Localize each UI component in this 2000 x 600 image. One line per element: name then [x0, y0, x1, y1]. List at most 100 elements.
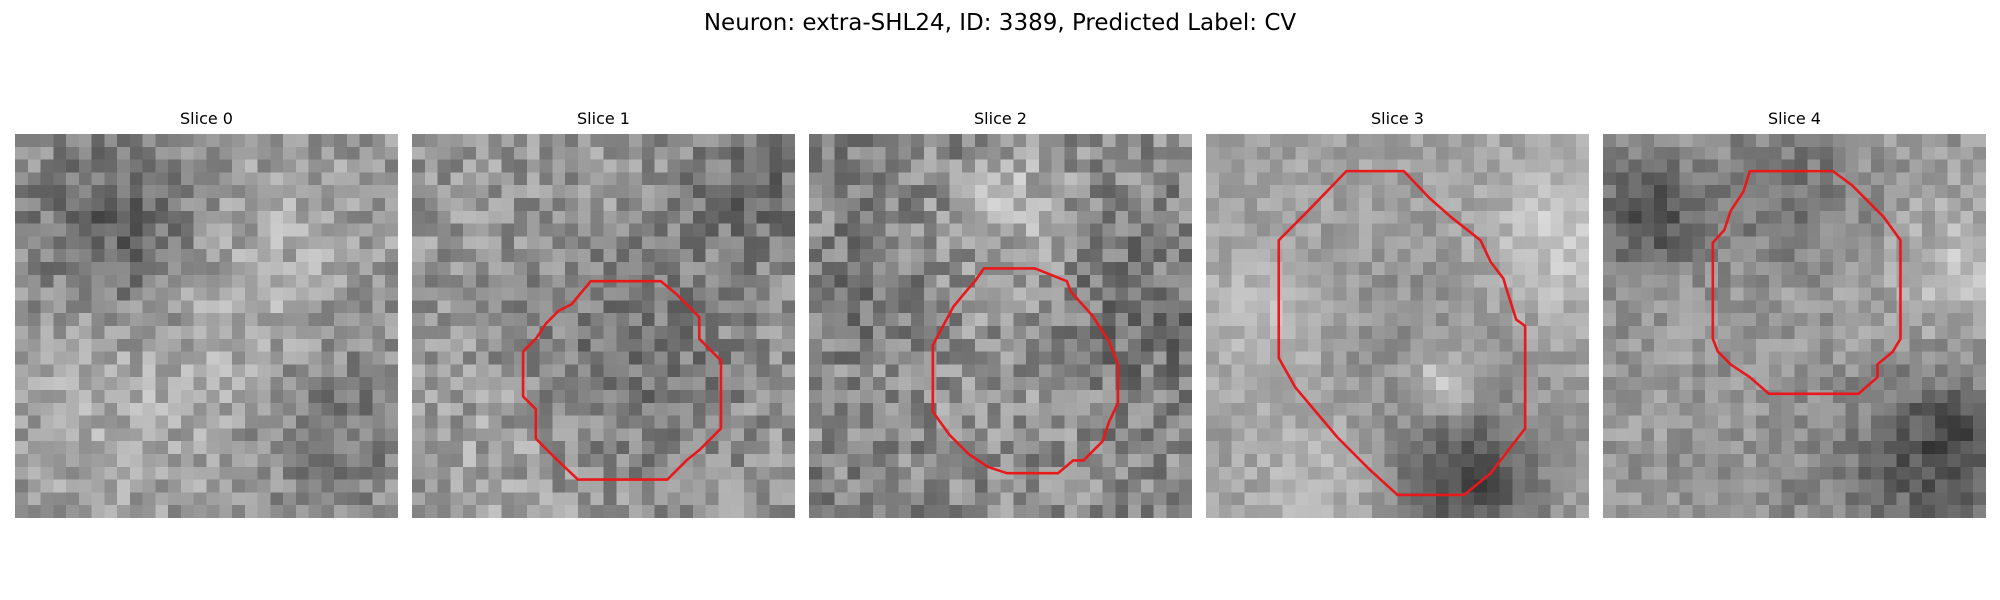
image-pixel — [1896, 402, 1910, 416]
image-pixel — [168, 236, 182, 250]
image-pixel — [1550, 402, 1564, 416]
image-pixel — [257, 249, 271, 263]
image-pixel — [809, 492, 823, 506]
image-pixel — [1654, 300, 1668, 314]
image-pixel — [488, 415, 502, 429]
image-pixel — [1102, 505, 1116, 518]
image-pixel — [1153, 479, 1167, 493]
image-pixel — [412, 390, 426, 404]
image-pixel — [104, 210, 118, 224]
image-pixel — [1947, 172, 1961, 186]
image-pixel — [1679, 210, 1693, 224]
image-pixel — [1679, 441, 1693, 455]
image-pixel — [1461, 172, 1475, 186]
image-pixel — [1244, 249, 1258, 263]
image-pixel — [283, 326, 297, 340]
image-pixel — [1410, 505, 1424, 518]
image-pixel — [1960, 159, 1974, 173]
image-pixel — [1206, 377, 1220, 391]
image-pixel — [450, 390, 464, 404]
image-pixel — [936, 492, 950, 506]
image-pixel — [565, 338, 579, 352]
image-pixel — [526, 146, 540, 160]
image-pixel — [782, 300, 795, 314]
image-pixel — [232, 313, 246, 327]
image-pixel — [1563, 236, 1577, 250]
image-pixel — [1525, 505, 1539, 518]
image-pixel — [1231, 236, 1245, 250]
image-pixel — [372, 159, 386, 173]
image-pixel — [142, 390, 156, 404]
image-pixel — [603, 441, 617, 455]
image-pixel — [654, 134, 668, 148]
image-pixel — [1781, 313, 1795, 327]
image-pixel — [1883, 172, 1897, 186]
image-pixel — [1308, 364, 1322, 378]
image-pixel — [1603, 313, 1617, 327]
image-pixel — [1013, 198, 1027, 212]
image-pixel — [1153, 402, 1167, 416]
image-pixel — [1692, 351, 1706, 365]
image-pixel — [53, 415, 67, 429]
image-pixel — [168, 159, 182, 173]
image-pixel — [1461, 415, 1475, 429]
image-pixel — [424, 249, 438, 263]
image-pixel — [1474, 351, 1488, 365]
slice-image — [809, 134, 1192, 518]
image-pixel — [1359, 364, 1373, 378]
image-pixel — [565, 351, 579, 365]
image-pixel — [1858, 364, 1872, 378]
image-pixel — [270, 415, 284, 429]
image-pixel — [1871, 172, 1885, 186]
image-pixel — [987, 313, 1001, 327]
image-pixel — [756, 210, 770, 224]
image-pixel — [1206, 198, 1220, 212]
image-pixel — [1115, 441, 1129, 455]
image-pixel — [590, 441, 604, 455]
image-pixel — [898, 428, 912, 442]
image-pixel — [1461, 351, 1475, 365]
image-pixel — [168, 172, 182, 186]
image-pixel — [821, 313, 835, 327]
image-pixel — [1410, 390, 1424, 404]
image-pixel — [78, 262, 92, 276]
image-pixel — [629, 210, 643, 224]
image-pixel — [78, 466, 92, 480]
image-pixel — [104, 172, 118, 186]
image-pixel — [1820, 262, 1834, 276]
image-pixel — [705, 249, 719, 263]
image-pixel — [1153, 185, 1167, 199]
image-pixel — [1896, 300, 1910, 314]
image-pixel — [1179, 313, 1192, 327]
image-pixel — [206, 415, 220, 429]
image-pixel — [1051, 390, 1065, 404]
image-pixel — [987, 236, 1001, 250]
image-pixel — [1257, 274, 1271, 288]
image-pixel — [1947, 262, 1961, 276]
image-pixel — [1807, 415, 1821, 429]
image-pixel — [1474, 466, 1488, 480]
image-pixel — [1934, 415, 1948, 429]
image-pixel — [244, 223, 258, 237]
image-pixel — [1064, 134, 1078, 148]
image-pixel — [412, 146, 426, 160]
image-pixel — [1346, 159, 1360, 173]
image-pixel — [346, 223, 360, 237]
image-pixel — [1768, 415, 1782, 429]
image-pixel — [1717, 300, 1731, 314]
image-pixel — [1410, 402, 1424, 416]
image-pixel — [1973, 287, 1986, 301]
image-pixel — [847, 134, 861, 148]
image-pixel — [501, 492, 515, 506]
image-pixel — [321, 287, 335, 301]
image-pixel — [923, 223, 937, 237]
image-pixel — [1206, 159, 1220, 173]
image-pixel — [974, 428, 988, 442]
image-pixel — [142, 492, 156, 506]
image-pixel — [603, 428, 617, 442]
image-pixel — [155, 428, 169, 442]
image-pixel — [1654, 402, 1668, 416]
image-pixel — [539, 428, 553, 442]
image-pixel — [1537, 274, 1551, 288]
image-pixel — [180, 377, 194, 391]
